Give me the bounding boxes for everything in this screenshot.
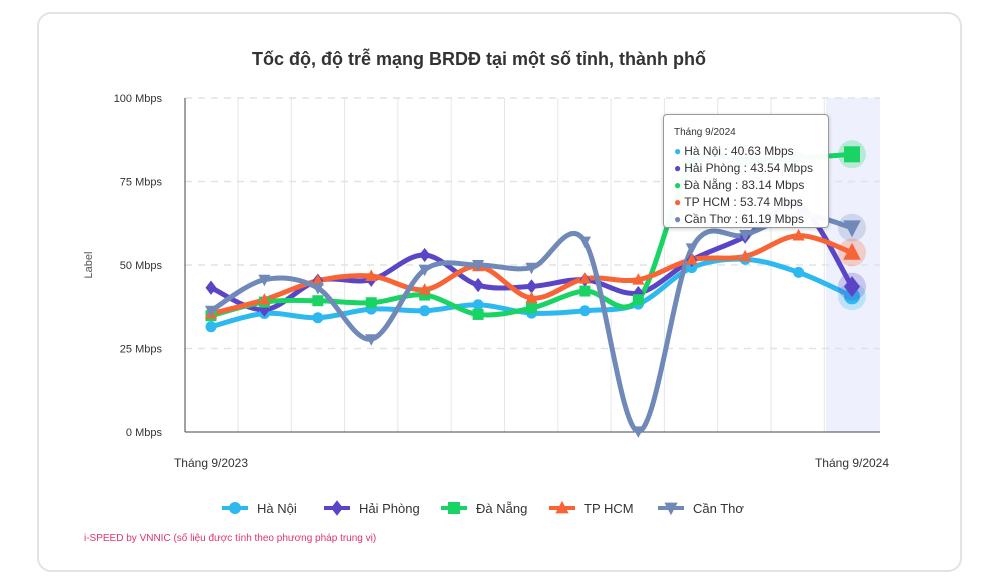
data-point: [685, 253, 698, 265]
data-point: [526, 302, 537, 314]
tooltip-row: ● Đà Nẵng : 83.14 Mbps: [674, 177, 818, 194]
data-point: [844, 276, 860, 297]
data-point: [205, 280, 217, 295]
y-axis-label: Label: [83, 252, 95, 279]
legend-label: Hà Nội: [257, 500, 297, 516]
chart-title: Tốc độ, độ trễ mạng BRDĐ tại một số tỉnh…: [252, 49, 706, 69]
data-point: [632, 426, 645, 438]
data-point: [418, 283, 431, 295]
data-point: [365, 334, 378, 346]
tooltip-row: ● Cần Thơ : 61.19 Mbps: [674, 211, 818, 228]
legend-label: TP HCM: [584, 500, 634, 516]
tooltip-header: Tháng 9/2024: [674, 127, 736, 138]
data-point: [365, 297, 377, 309]
legend-item[interactable]: Cần Thơ: [657, 498, 744, 518]
data-point: [312, 295, 324, 307]
y-tick-label: 0 Mbps: [126, 427, 163, 439]
tooltip-row: ● Hải Phòng : 43.54 Mbps: [674, 160, 818, 177]
legend-label: Cần Thơ: [693, 500, 744, 516]
tooltip-row: ● TP HCM : 53.74 Mbps: [674, 194, 818, 211]
tooltip-dot-icon: ●: [674, 161, 682, 175]
data-point: [686, 262, 698, 274]
tooltip-dot-icon: ●: [674, 195, 682, 209]
chart-tooltip: Tháng 9/2024 ● Hà Nội : 40.63 Mbps ● Hải Ph…: [663, 114, 829, 228]
tooltip-row-text: TP HCM : 53.74 Mbps: [684, 195, 803, 209]
legend-label: Đà Nẵng: [476, 500, 528, 516]
legend-swatch: [658, 502, 684, 516]
tooltip-dot-icon: ●: [674, 178, 682, 192]
data-point: [311, 283, 324, 295]
data-point: [843, 242, 861, 260]
legend-swatch-marker: [331, 500, 343, 516]
legend-swatch-marker: [448, 502, 460, 514]
tooltip-row-text: Hà Nội : 40.63 Mbps: [684, 144, 794, 158]
legend-swatch-marker: [555, 500, 569, 514]
source-note: i-SPEED by VNNIC (số liệu được tính theo…: [84, 533, 377, 544]
chart-card: [37, 12, 962, 572]
x-tick-label: Tháng 9/2023: [174, 456, 248, 470]
data-point: [419, 305, 431, 317]
tooltip-dot-icon: ●: [674, 144, 682, 158]
legend-item[interactable]: Hà Nội: [221, 498, 297, 518]
data-point: [525, 291, 538, 304]
data-point: [419, 289, 431, 301]
legend-item[interactable]: TP HCM: [548, 498, 634, 518]
tooltip-row-text: Hải Phòng : 43.54 Mbps: [684, 161, 813, 175]
data-point: [205, 321, 217, 333]
data-point: [365, 269, 378, 281]
data-point: [579, 305, 591, 317]
legend-label: Hải Phòng: [359, 500, 420, 516]
data-point: [312, 312, 324, 324]
data-point: [578, 236, 591, 249]
tooltip-dot-icon: ●: [674, 212, 682, 226]
data-point: [685, 243, 698, 255]
series-line: [208, 212, 855, 434]
data-point: [472, 308, 484, 320]
data-point: [793, 266, 805, 278]
data-point: [525, 262, 538, 275]
data-point: [739, 249, 752, 262]
data-point: [311, 274, 324, 286]
x-tick-label: Tháng 9/2024: [815, 456, 889, 470]
chart-legend: Hà Nội Hải Phòng Đà Nẵng TP HCM Cần Thơ: [0, 498, 997, 518]
data-point: [632, 294, 644, 306]
data-point: [204, 305, 218, 318]
data-point: [632, 273, 645, 285]
data-point: [419, 247, 431, 263]
data-point: [526, 279, 537, 294]
y-tick-label: 25 Mbps: [120, 344, 163, 356]
tooltip-row-text: Đà Nẵng : 83.14 Mbps: [684, 178, 805, 192]
legend-swatch: [222, 502, 248, 514]
data-point: [258, 274, 271, 287]
data-point: [792, 229, 805, 241]
data-point: [472, 299, 484, 311]
tooltip-row-text: Cần Thơ : 61.19 Mbps: [684, 212, 804, 226]
data-point: [844, 146, 860, 163]
data-point: [472, 260, 485, 272]
legend-swatch: [441, 502, 467, 514]
legend-swatch: [549, 500, 575, 514]
legend-swatch-marker: [664, 502, 678, 516]
data-point: [258, 293, 271, 305]
legend-item[interactable]: Hải Phòng: [323, 498, 420, 518]
y-tick-label: 100 Mbps: [114, 93, 163, 105]
data-point: [843, 220, 861, 238]
y-tick-label: 75 Mbps: [120, 177, 163, 189]
legend-item[interactable]: Đà Nẵng: [440, 498, 527, 518]
data-point: [579, 285, 591, 297]
legend-swatch-marker: [229, 502, 241, 514]
data-point: [472, 277, 484, 293]
y-tick-label: 50 Mbps: [120, 260, 163, 272]
data-point: [418, 264, 431, 277]
legend-swatch: [324, 500, 350, 516]
tooltip-row: ● Hà Nội : 40.63 Mbps: [674, 143, 818, 160]
data-point: [739, 229, 752, 242]
data-point: [578, 272, 591, 284]
